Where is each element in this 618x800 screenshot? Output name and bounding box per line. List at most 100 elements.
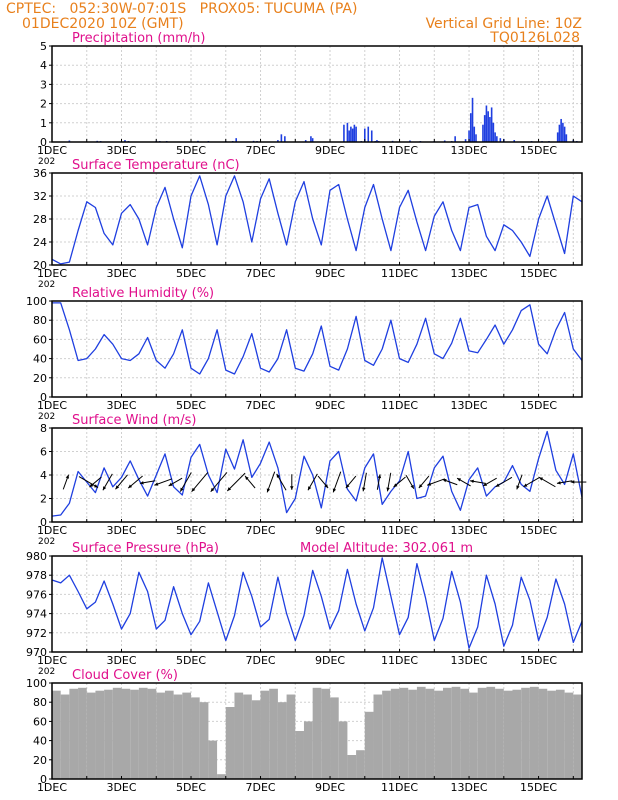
y-tick-label: 40 — [33, 353, 47, 366]
precip-bar — [310, 136, 312, 142]
cloud-cover-bar — [295, 731, 304, 779]
wind-arrow-head — [180, 487, 184, 492]
wind-arrow-shaft — [332, 471, 342, 493]
cloud-cover-bar — [382, 690, 391, 779]
wind-arrow-head — [115, 485, 120, 490]
panel-2: 0 20 40 60 80 100 1DEC 3DEC 5DEC 7DEC 9DEC 11DEC 13D… — [26, 286, 583, 422]
cloud-cover-bar — [338, 721, 348, 779]
y-tick-label: 974 — [26, 608, 47, 621]
panel-1: 20 24 28 32 36 1DEC 3DEC 5DEC 7DEC 9DEC 11DEC 13DEC… — [33, 158, 583, 290]
x-tick-label: 7DEC — [245, 524, 275, 537]
precip-bar — [496, 136, 498, 142]
wind-arrow — [469, 479, 486, 484]
wind-arrow-head — [102, 486, 107, 491]
wind-arrow-head — [470, 479, 474, 484]
y-tick-label: 80 — [33, 314, 47, 327]
wind-arrow-head — [276, 473, 280, 478]
precip-bar — [454, 136, 456, 142]
wind-arrow-head — [556, 481, 561, 485]
y-tick-label: 978 — [26, 569, 47, 582]
wind-arrow-head — [290, 486, 294, 490]
y-tick-label: 40 — [33, 735, 47, 748]
panel-0: 0 1 2 3 4 5 1DEC 3DEC 5DEC 7DEC 9DEC 11DEC 13DEC 15DE… — [37, 31, 583, 167]
wind-arrow — [570, 480, 587, 484]
x-tick-label: 1DEC — [37, 781, 67, 794]
panel-5: 0 20 40 60 80 100 1DEC 3DEC 5DEC 7DEC 9DEC 11DEC 13D… — [26, 668, 583, 794]
cloud-cover-bar — [425, 688, 435, 779]
x-year-fragment: 202 — [38, 412, 55, 422]
x-year-fragment: 202 — [38, 157, 55, 167]
precip-bar — [351, 128, 354, 142]
wind-arrow — [62, 474, 70, 490]
precip-bar — [490, 107, 493, 142]
cloud-cover-bar — [451, 686, 461, 779]
cloud-cover-bar — [251, 700, 261, 779]
cloud-cover-bar — [390, 688, 400, 779]
wind-arrow — [226, 472, 246, 492]
cloud-cover-bar — [477, 687, 487, 779]
wind-arrow — [191, 472, 209, 493]
cloud-cover-bar — [225, 707, 235, 779]
panel-4: 970 972 974 976 978 980 1DEC 3DEC 5DEC 7DEC 9DEC 11… — [26, 541, 583, 677]
precip-bar — [355, 126, 357, 142]
cloud-cover-bar — [512, 689, 522, 779]
wind-arrow-head — [210, 487, 215, 492]
cloud-cover-bar — [78, 687, 87, 779]
wind-arrow-shaft — [191, 472, 209, 493]
cloud-cover-bar — [269, 688, 278, 779]
x-tick-label: 5DEC — [176, 399, 206, 412]
x-tick-label: 1DEC — [37, 144, 67, 157]
x-tick-label: 7DEC — [245, 781, 275, 794]
x-tick-label: 13DEC — [450, 399, 487, 412]
cloud-cover-bar — [312, 687, 322, 779]
wind-arrow — [276, 473, 287, 491]
precip-bar — [350, 126, 352, 142]
header-date: 01DEC2020 10Z (GMT) — [22, 16, 184, 32]
cloud-cover-bar — [191, 697, 200, 779]
precip-bar — [304, 140, 307, 142]
y-tick-label: 20 — [33, 754, 47, 767]
x-tick-label: 15DEC — [520, 654, 557, 667]
x-year-fragment: 202 — [38, 280, 55, 290]
wind-arrow-head — [324, 484, 329, 489]
wind-arrow — [427, 478, 446, 486]
y-tick-label: 80 — [33, 696, 47, 709]
header-line1: CPTEC: 052:30W-07:01S PROX05: TUCUMA (PA… — [6, 1, 358, 17]
cloud-cover-bar — [547, 690, 556, 779]
panel-frame — [51, 682, 583, 780]
y-tick-label: 5 — [40, 40, 47, 53]
precip-bar — [464, 139, 467, 142]
precip-bar — [468, 130, 470, 142]
cloud-cover-bar — [399, 687, 409, 779]
x-tick-label: 3DEC — [106, 524, 136, 537]
y-tick-label: 28 — [33, 213, 47, 226]
panel-title: Precipitation (mm/h) — [72, 31, 205, 46]
wind-arrow-head — [393, 483, 398, 488]
wind-arrow — [244, 475, 256, 489]
wind-arrow-head — [266, 488, 271, 493]
panel-title: Surface Wind (m/s) — [72, 413, 196, 428]
x-tick-label: 15DEC — [520, 781, 557, 794]
wind-arrow-head — [495, 483, 500, 487]
precip-bar — [563, 126, 566, 142]
wind-arrow-head — [245, 476, 249, 480]
x-tick-label: 5DEC — [176, 144, 206, 157]
wind-arrow — [139, 480, 156, 485]
x-tick-label: 3DEC — [106, 399, 136, 412]
x-tick-label: 13DEC — [450, 144, 487, 157]
wind-arrow-shaft — [179, 472, 192, 492]
x-tick-label: 1DEC — [37, 524, 67, 537]
wind-arrow — [102, 473, 113, 491]
x-tick-label: 1DEC — [37, 399, 67, 412]
wind-arrow — [154, 478, 173, 486]
y-tick-label: 2 — [40, 98, 47, 111]
x-tick-label: 9DEC — [315, 781, 345, 794]
y-tick-label: 970 — [26, 646, 47, 659]
precip-bar — [471, 97, 474, 142]
cloud-cover-bar — [147, 688, 157, 779]
panel-frame — [51, 45, 583, 143]
precip-bar — [284, 136, 286, 142]
x-tick-label: 15DEC — [520, 399, 557, 412]
x-year-fragment: 202 — [38, 667, 55, 677]
